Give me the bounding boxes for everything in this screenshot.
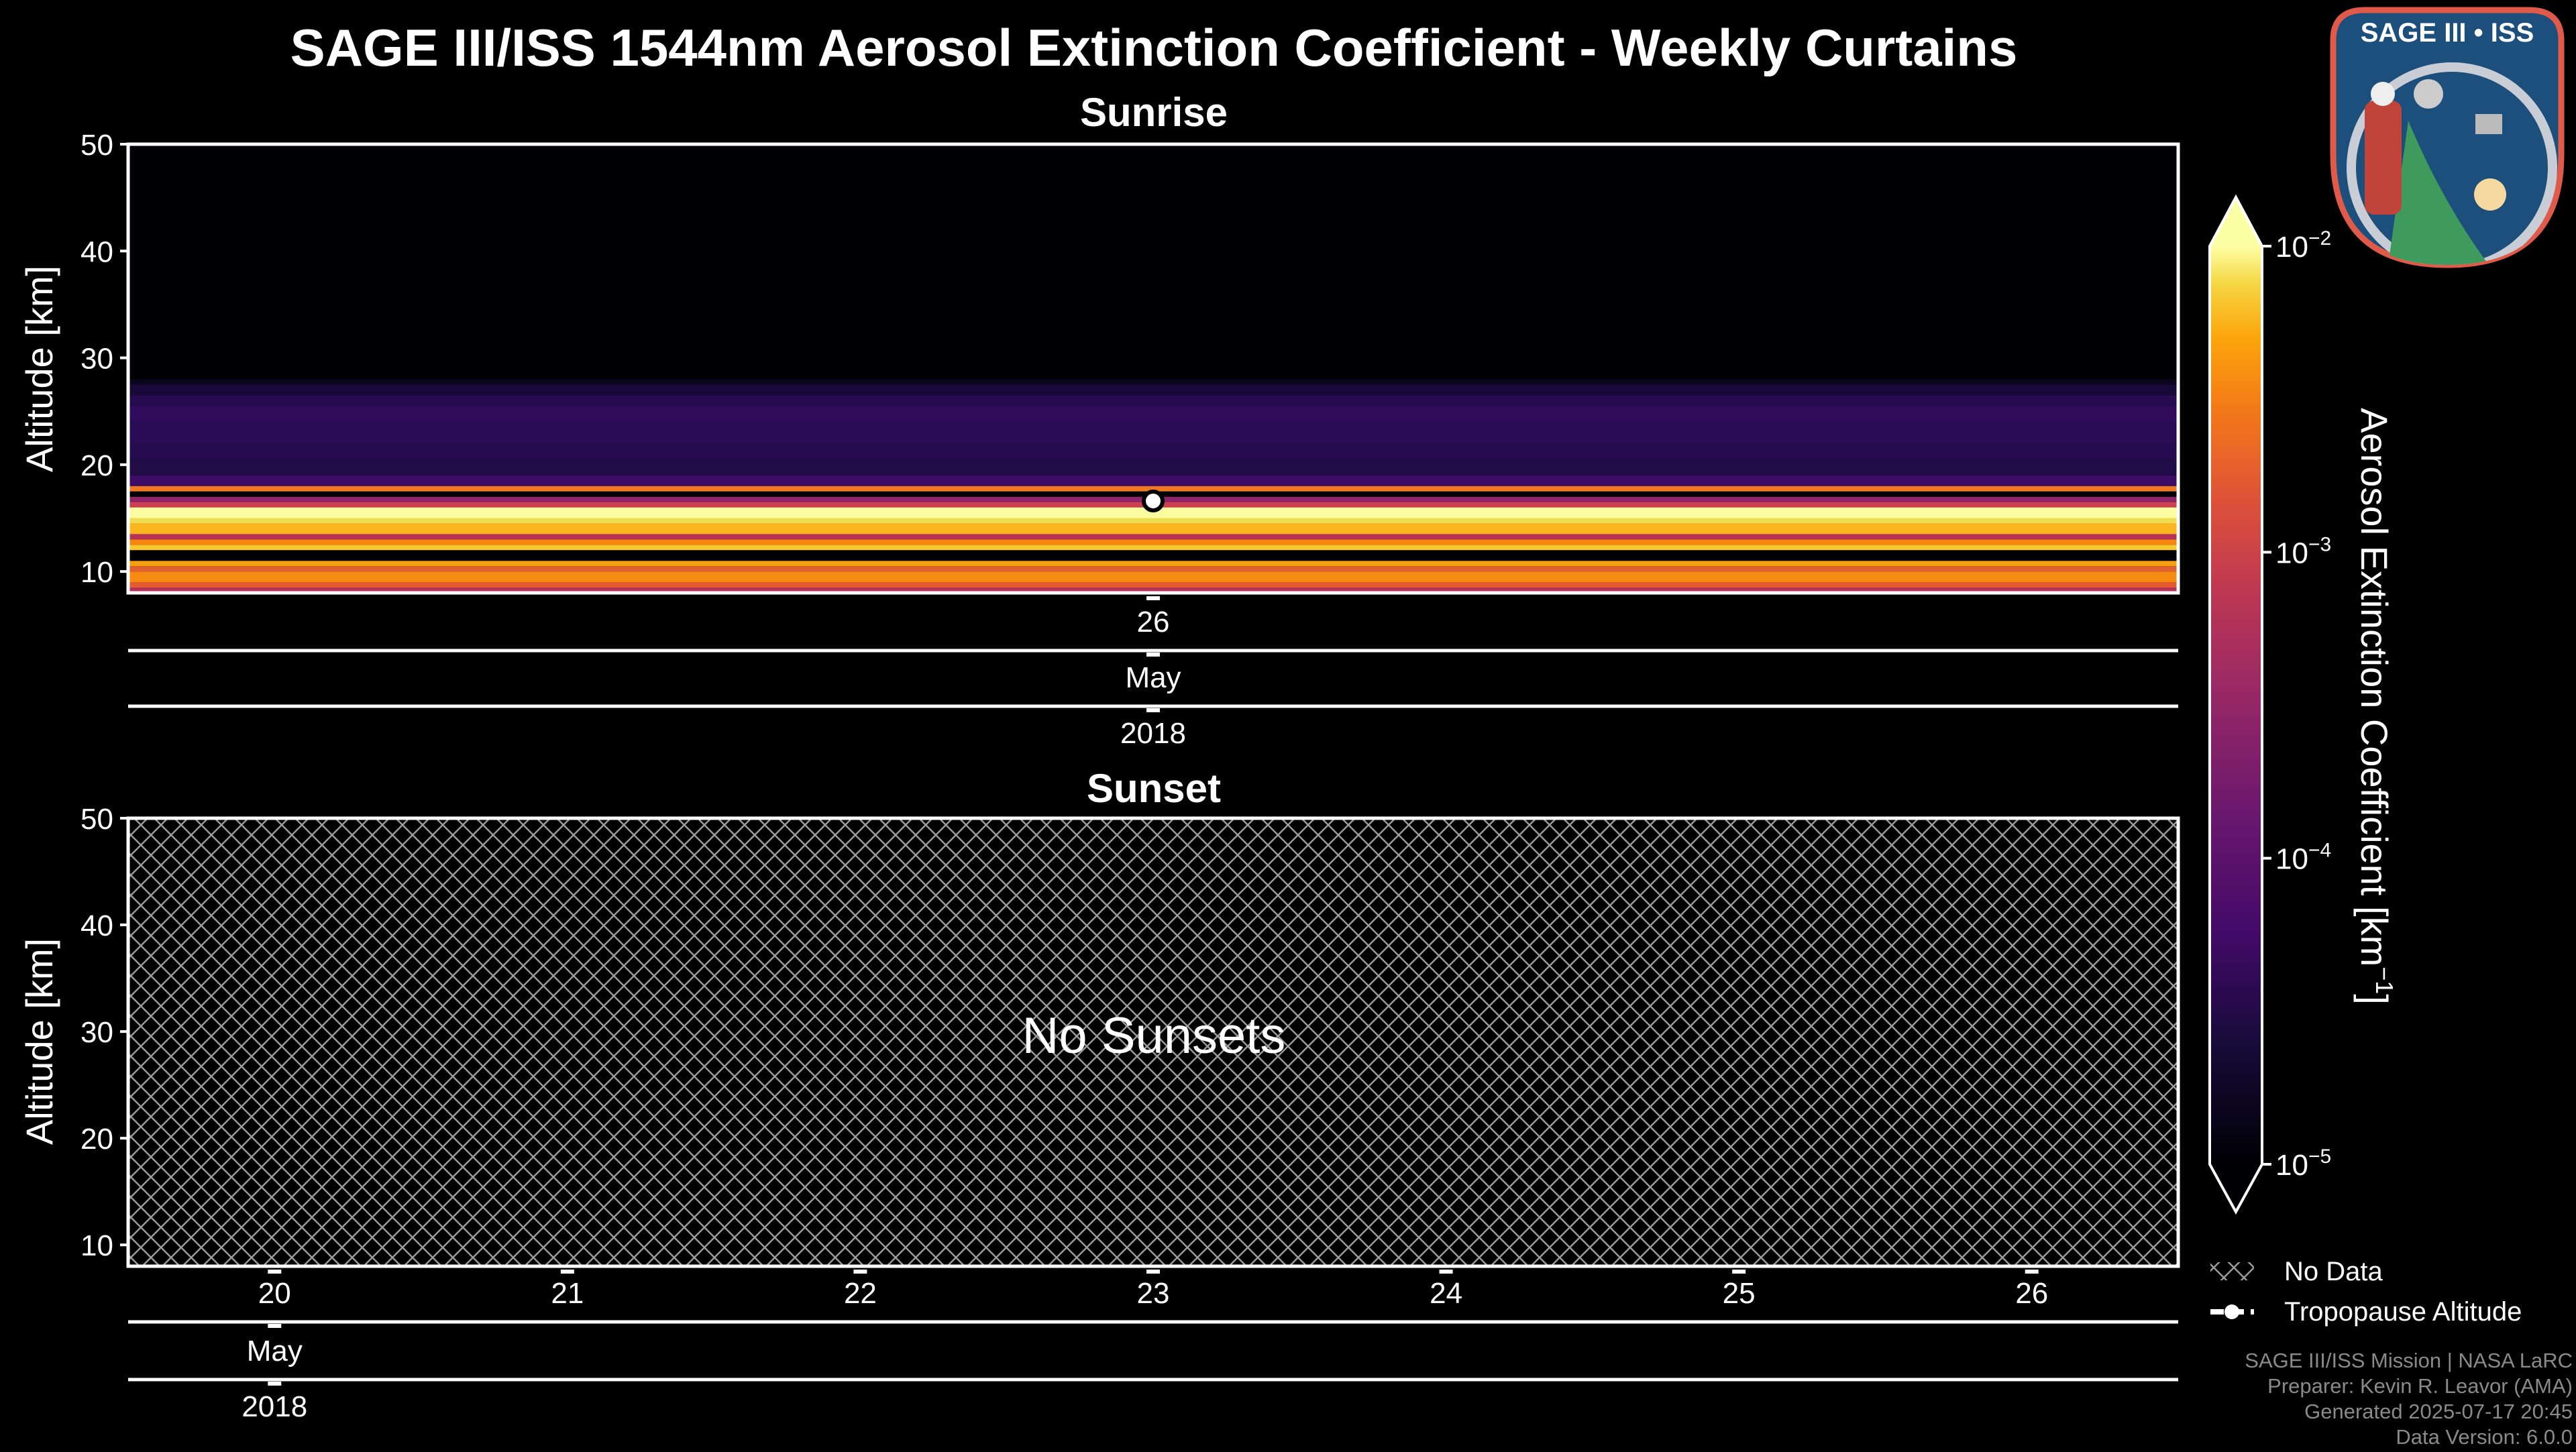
curtain-band [128, 422, 2178, 443]
sunrise-curtain [128, 144, 2178, 593]
sunset-panel: Sunset No Sunsets 10 20 30 40 50 Altitude [k… [18, 766, 2180, 1423]
colorbar-lower-extend [2210, 1164, 2262, 1212]
y-tick-label: 30 [80, 1016, 113, 1049]
y-tick-label: 20 [80, 449, 113, 482]
colorbar: 10−210−310−410−5 Aerosol Extinction Coef… [2208, 194, 2398, 1215]
x-tick-label: 24 [1430, 1277, 1462, 1310]
x-tick-label: 26 [1137, 606, 1170, 638]
curtain-band [128, 561, 2178, 567]
curtain-band [128, 534, 2178, 540]
x-tick-label: 21 [551, 1277, 584, 1310]
y-tick-label: 50 [80, 803, 113, 836]
colorbar-tick-base: 10 [2275, 537, 2308, 569]
logo-title: SAGE III • ISS [2361, 18, 2534, 48]
sunrise-title: Sunrise [1080, 90, 1228, 135]
sunrise-panel: Sunrise 10 20 30 40 50 Altitude [km] 26 May 20… [18, 90, 2180, 750]
colorbar-tick-exponent: −2 [2308, 227, 2331, 249]
sunset-y-axis: 10 20 30 40 50 [80, 803, 128, 1262]
curtain-band [128, 588, 2178, 593]
curtain-band [128, 507, 2178, 518]
y-tick-label: 10 [80, 556, 113, 589]
legend-no-data-label: No Data [2284, 1257, 2383, 1286]
curtain-band [128, 523, 2178, 535]
colorbar-tick-base: 10 [2275, 843, 2308, 876]
sunset-x-axis: 20 21 22 23 24 25 26 May 2018 [128, 1270, 2178, 1423]
colorbar-tick-label: 10−2 [2275, 227, 2331, 264]
tropopause-point [1142, 490, 1165, 513]
sunset-y-label: Altitude [km] [18, 938, 60, 1145]
curtain-band [128, 475, 2178, 486]
curtain-band [128, 550, 2178, 561]
colorbar-tick-exponent: −5 [2308, 1146, 2331, 1168]
curtain-band [128, 518, 2178, 524]
x-tick-label: 26 [2015, 1277, 2048, 1310]
curtain-band [128, 443, 2178, 459]
credit-generated: Generated 2025-07-17 20:45 [2304, 1400, 2573, 1423]
colorbar-tick-label: 10−3 [2275, 533, 2331, 569]
curtain-band [128, 545, 2178, 551]
curtain-band [128, 539, 2178, 545]
year-label: 2018 [1120, 717, 1186, 750]
curtain-band [128, 459, 2178, 476]
curtain-band [128, 582, 2178, 588]
legend-item-tropopause: Tropopause Altitude [2210, 1297, 2522, 1327]
legend-tropopause-label: Tropopause Altitude [2284, 1297, 2522, 1327]
sunset-title: Sunset [1087, 766, 1221, 811]
y-tick-label: 50 [80, 129, 113, 162]
colorbar-label: Aerosol Extinction Coefficient [km−1] [2353, 408, 2398, 1005]
legend: No Data Tropopause Altitude [2210, 1257, 2522, 1327]
curtain-band [128, 486, 2178, 492]
curtain-band [128, 566, 2178, 572]
credit-mission: SAGE III/ISS Mission | NASA LaRC [2245, 1349, 2573, 1372]
y-tick-label: 10 [80, 1229, 113, 1262]
sunrise-x-axis: 26 May 2018 [128, 596, 2178, 750]
no-data-hatch [128, 818, 2178, 1266]
curtain-band [128, 379, 2178, 385]
y-tick-label: 30 [80, 343, 113, 376]
curtain-band [128, 144, 2178, 380]
hatch-swatch-icon [2210, 1262, 2254, 1280]
colorbar-tick-label: 10−4 [2275, 840, 2331, 876]
colorbar-gradient [2210, 246, 2262, 1164]
tropopause-dot-icon [2224, 1304, 2239, 1319]
sage-iii-iss-mission-logo: SAGE III • ISS [2330, 7, 2565, 268]
month-label: May [1125, 661, 1181, 694]
colorbar-tick-exponent: −3 [2308, 533, 2331, 555]
sunrise-plot-frame [126, 142, 2180, 595]
curtain-band [128, 395, 2178, 406]
sunrise-y-label: Altitude [km] [18, 266, 60, 472]
curtain-band [128, 406, 2178, 423]
figure-title: SAGE III/ISS 1544nm Aerosol Extinction C… [290, 18, 2018, 77]
colorbar-tick-base: 10 [2275, 1149, 2308, 1182]
credit-preparer: Preparer: Kevin R. Leavor (AMA) [2267, 1374, 2573, 1398]
x-tick-label: 25 [1723, 1277, 1756, 1310]
sunrise-y-axis: 10 20 30 40 50 [80, 129, 128, 589]
colorbar-tick-base: 10 [2275, 231, 2308, 264]
tropopause-marker [1142, 490, 1165, 513]
colorbar-upper-extend [2210, 197, 2262, 246]
x-tick-label: 20 [258, 1277, 291, 1310]
y-tick-label: 40 [80, 909, 113, 942]
sunset-plot-frame [126, 816, 2180, 1268]
x-tick-label: 22 [844, 1277, 877, 1310]
no-sunsets-annotation: No Sunsets [1022, 1007, 1286, 1064]
legend-item-no-data: No Data [2210, 1257, 2383, 1286]
credits: SAGE III/ISS Mission | NASA LaRC Prepare… [2245, 1349, 2573, 1449]
colorbar-tick-label: 10−5 [2275, 1146, 2331, 1182]
credit-data-version: Data Version: 6.0.0 [2396, 1425, 2573, 1449]
colorbar-tick-exponent: −4 [2308, 840, 2331, 862]
month-label: May [247, 1335, 303, 1367]
x-tick-label: 23 [1137, 1277, 1170, 1310]
curtain-band [128, 571, 2178, 583]
colorbar-ticks: 10−210−310−410−5 [2262, 227, 2331, 1182]
y-tick-label: 20 [80, 1123, 113, 1156]
curtain-band [128, 384, 2178, 396]
year-label: 2018 [241, 1390, 307, 1423]
y-tick-label: 40 [80, 235, 113, 268]
